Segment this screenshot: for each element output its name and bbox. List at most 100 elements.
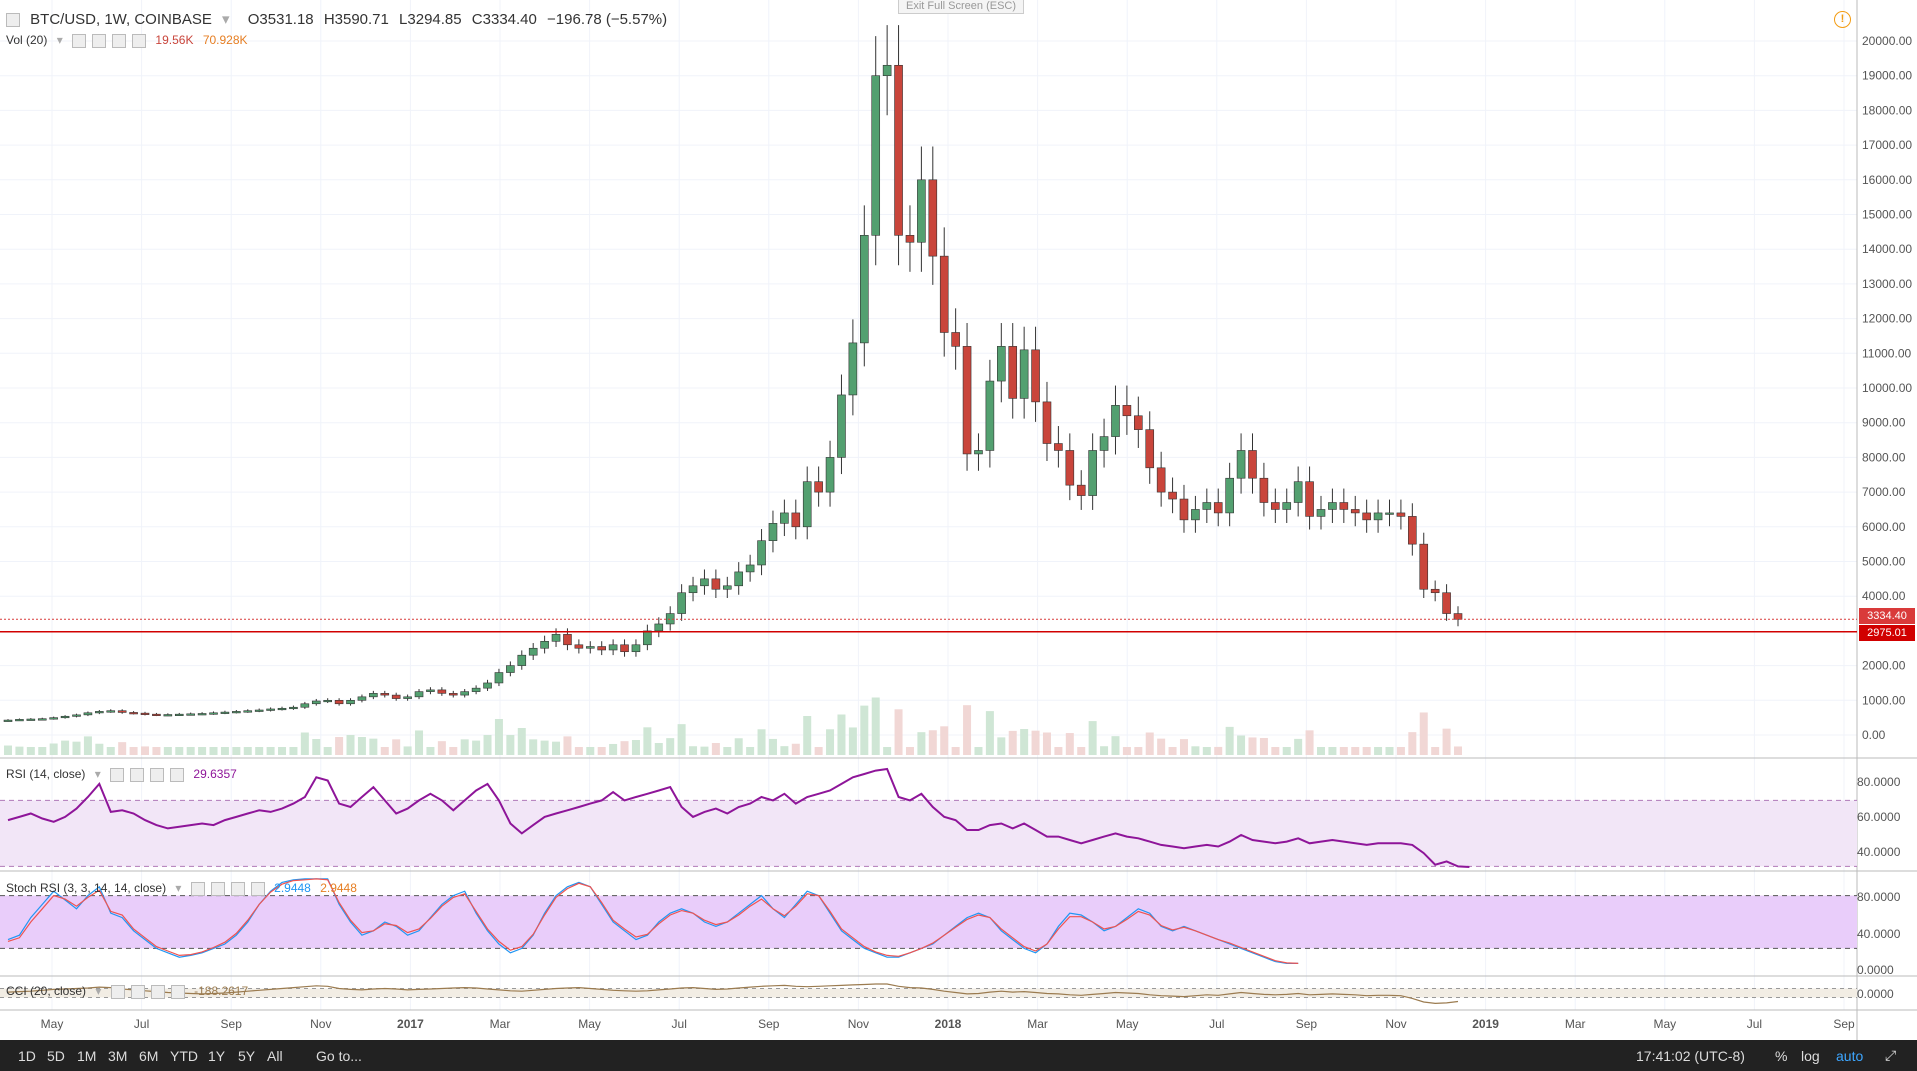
symbol-marker-icon[interactable] xyxy=(6,13,20,28)
exit-fullscreen-button[interactable]: Exit Full Screen (ESC) xyxy=(898,0,1024,14)
candle xyxy=(1362,512,1371,521)
candle xyxy=(1042,401,1052,444)
candle xyxy=(1019,349,1029,399)
volume-bar xyxy=(1385,747,1394,755)
settings-icon[interactable] xyxy=(210,881,225,896)
log-toggle[interactable]: log xyxy=(1801,1048,1820,1064)
volume-bar xyxy=(392,739,401,755)
volume-bar xyxy=(1077,747,1086,755)
volume-bar xyxy=(620,741,629,755)
candle xyxy=(426,689,435,692)
chevron-down-icon[interactable]: ▾ xyxy=(95,984,102,998)
chevron-down-icon[interactable]: ▾ xyxy=(94,767,101,781)
volume-bar xyxy=(415,730,424,755)
auto-toggle[interactable]: auto xyxy=(1836,1048,1864,1064)
cci-label[interactable]: CCI (20, close) xyxy=(6,984,87,998)
close-icon[interactable] xyxy=(170,767,185,782)
timeframe-ytd[interactable]: YTD xyxy=(170,1048,198,1064)
candle xyxy=(1419,543,1429,590)
volume-bar xyxy=(540,740,549,755)
candle xyxy=(974,450,983,455)
rsi-line xyxy=(7,767,1470,868)
volume-bar xyxy=(141,746,150,755)
add-icon[interactable] xyxy=(112,33,127,48)
stoch-label[interactable]: Stoch RSI (3, 3, 14, 14, close) xyxy=(6,881,167,895)
candle xyxy=(1088,450,1097,496)
timeframe-5d[interactable]: 5D xyxy=(47,1048,65,1064)
timeframe-1m[interactable]: 1M xyxy=(77,1048,97,1064)
add-icon[interactable] xyxy=(230,881,245,896)
add-icon[interactable] xyxy=(150,767,165,782)
percent-toggle[interactable]: % xyxy=(1775,1048,1788,1064)
candle xyxy=(152,713,161,716)
ohlc-low: L3294.85 xyxy=(399,11,462,28)
volume-bar xyxy=(106,747,115,755)
symbol-label[interactable]: BTC/USD, 1W, COINBASE xyxy=(30,11,212,28)
clock-readout[interactable]: 17:41:02 (UTC-8) xyxy=(1636,1048,1745,1064)
timeframe-all[interactable]: All xyxy=(267,1048,283,1064)
timeframe-3m[interactable]: 3M xyxy=(108,1048,128,1064)
eye-icon[interactable] xyxy=(110,984,125,999)
volume-bar xyxy=(380,747,389,755)
close-icon[interactable] xyxy=(170,984,185,999)
warning-icon[interactable]: ! xyxy=(1834,11,1851,28)
timeframe-1d[interactable]: 1D xyxy=(18,1048,36,1064)
volume-bar xyxy=(666,738,675,755)
volume-bar xyxy=(1339,747,1348,755)
goto-button[interactable]: Go to... xyxy=(316,1048,362,1064)
volume-label[interactable]: Vol (20) xyxy=(6,33,48,47)
candle xyxy=(1339,502,1349,510)
candle xyxy=(734,571,744,587)
candle xyxy=(1065,450,1075,486)
candle xyxy=(494,672,504,684)
candle xyxy=(266,708,275,711)
settings-icon[interactable] xyxy=(92,33,107,48)
candle xyxy=(506,665,515,673)
line-price-tag[interactable]: 2975.01 xyxy=(1859,625,1915,641)
price-tick: 8000.00 xyxy=(1862,450,1906,464)
time-tick: May xyxy=(1653,1017,1676,1031)
candle xyxy=(1248,450,1257,479)
candle xyxy=(72,714,81,717)
timeframe-5y[interactable]: 5Y xyxy=(238,1048,256,1064)
chevron-down-icon[interactable]: ▾ xyxy=(222,11,230,28)
volume-bar xyxy=(72,741,81,755)
chart-canvas[interactable]: May Jul Sep Nov 2017 Mar May Jul Sep Nov 2018 Mar Ma… xyxy=(0,0,1917,1040)
time-tick: 2017 xyxy=(397,1017,424,1031)
volume-bar xyxy=(243,747,252,755)
close-icon[interactable] xyxy=(250,881,265,896)
eye-icon[interactable] xyxy=(190,881,205,896)
close-icon[interactable] xyxy=(132,33,147,48)
price-tick: 4000.00 xyxy=(1862,589,1906,603)
candle xyxy=(197,713,207,716)
settings-icon[interactable] xyxy=(130,984,145,999)
eye-icon[interactable] xyxy=(110,767,125,782)
volume-bar xyxy=(654,743,663,755)
time-tick: Mar xyxy=(1565,1017,1586,1031)
timeframe-1y[interactable]: 1Y xyxy=(208,1048,226,1064)
eye-icon[interactable] xyxy=(72,33,87,48)
rsi-label[interactable]: RSI (14, close) xyxy=(6,767,86,781)
candle xyxy=(323,699,332,703)
volume-bar xyxy=(1168,747,1177,755)
chevron-down-icon[interactable]: ▾ xyxy=(175,881,182,895)
candle xyxy=(380,693,390,696)
price-tick: 20000.00 xyxy=(1862,34,1912,48)
settings-icon[interactable] xyxy=(130,767,145,782)
time-tick: Jul xyxy=(672,1017,687,1031)
candle xyxy=(106,710,116,713)
volume-bar xyxy=(300,732,309,755)
add-icon[interactable] xyxy=(150,984,165,999)
candle xyxy=(369,693,378,698)
volume-bar xyxy=(791,743,800,755)
expand-icon[interactable]: ⤢ xyxy=(1885,1047,1897,1063)
candle xyxy=(1122,405,1132,417)
volume-bar xyxy=(757,729,766,755)
chevron-down-icon[interactable]: ▾ xyxy=(56,33,63,47)
candle xyxy=(517,654,527,666)
volume-bar xyxy=(1202,747,1211,755)
timeframe-6m[interactable]: 6M xyxy=(139,1048,159,1064)
price-tick: 7000.00 xyxy=(1862,485,1906,499)
stoch-legend: Stoch RSI (3, 3, 14, 14, close) ▾ 2.9448… xyxy=(6,881,363,896)
candle xyxy=(745,564,755,573)
